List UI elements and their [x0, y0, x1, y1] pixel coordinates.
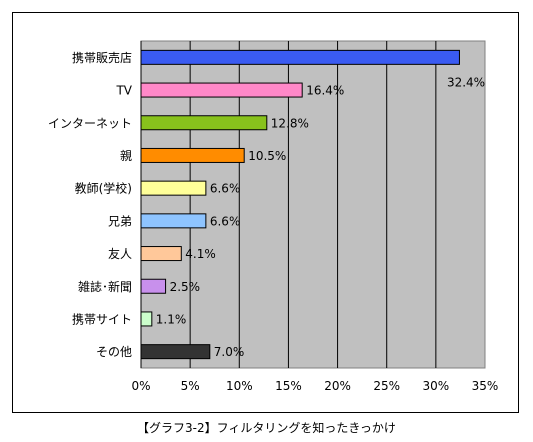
chart-caption: 【グラフ3-2】フィルタリングを知ったきっかけ [137, 421, 396, 435]
y-category-label: 雑誌･新聞 [78, 279, 132, 294]
bar [140, 344, 211, 360]
x-tick-label: 15% [275, 379, 302, 393]
x-tick-label: 5% [181, 379, 200, 393]
data-label: 7.0% [214, 345, 245, 359]
y-category-label: 兄弟 [108, 214, 132, 228]
y-category-label: その他 [96, 345, 132, 359]
x-tick-label: 10% [226, 379, 253, 393]
x-tick-label: 0% [131, 379, 150, 393]
data-label: 2.5% [170, 280, 201, 294]
x-tick-label: 20% [324, 379, 351, 393]
data-label: 32.4% [447, 75, 485, 89]
bar [140, 311, 153, 327]
y-category-label: 教師(学校) [75, 181, 132, 196]
y-category-label: 友人 [108, 247, 132, 261]
data-label: 4.1% [185, 247, 216, 261]
data-label: 1.1% [156, 312, 187, 326]
bar [140, 246, 182, 262]
bar [140, 213, 207, 229]
x-tick-label: 30% [423, 379, 450, 393]
y-category-label: TV [115, 84, 132, 98]
x-tick-label: 25% [373, 379, 400, 393]
bar [140, 49, 460, 65]
x-tick-label: 35% [472, 379, 499, 393]
bar [140, 180, 207, 196]
y-category-label: インターネット [48, 116, 132, 130]
bar [140, 147, 245, 163]
data-label: 6.6% [210, 182, 241, 196]
data-label: 6.6% [210, 214, 241, 228]
bar [140, 278, 167, 294]
data-label: 16.4% [306, 84, 344, 98]
y-category-label: 親 [120, 149, 132, 163]
bar [140, 82, 303, 98]
data-label: 10.5% [248, 149, 286, 163]
bar-chart: 0% 5% 10% 15% 20% 25% 30% 35% 携帯販売店 32.4% TV 16.4% イ… [48, 40, 499, 393]
y-category-label: 携帯サイト [72, 311, 132, 326]
y-category-label: 携帯販売店 [72, 50, 132, 65]
data-label: 12.8% [271, 116, 309, 130]
bar [140, 115, 268, 131]
